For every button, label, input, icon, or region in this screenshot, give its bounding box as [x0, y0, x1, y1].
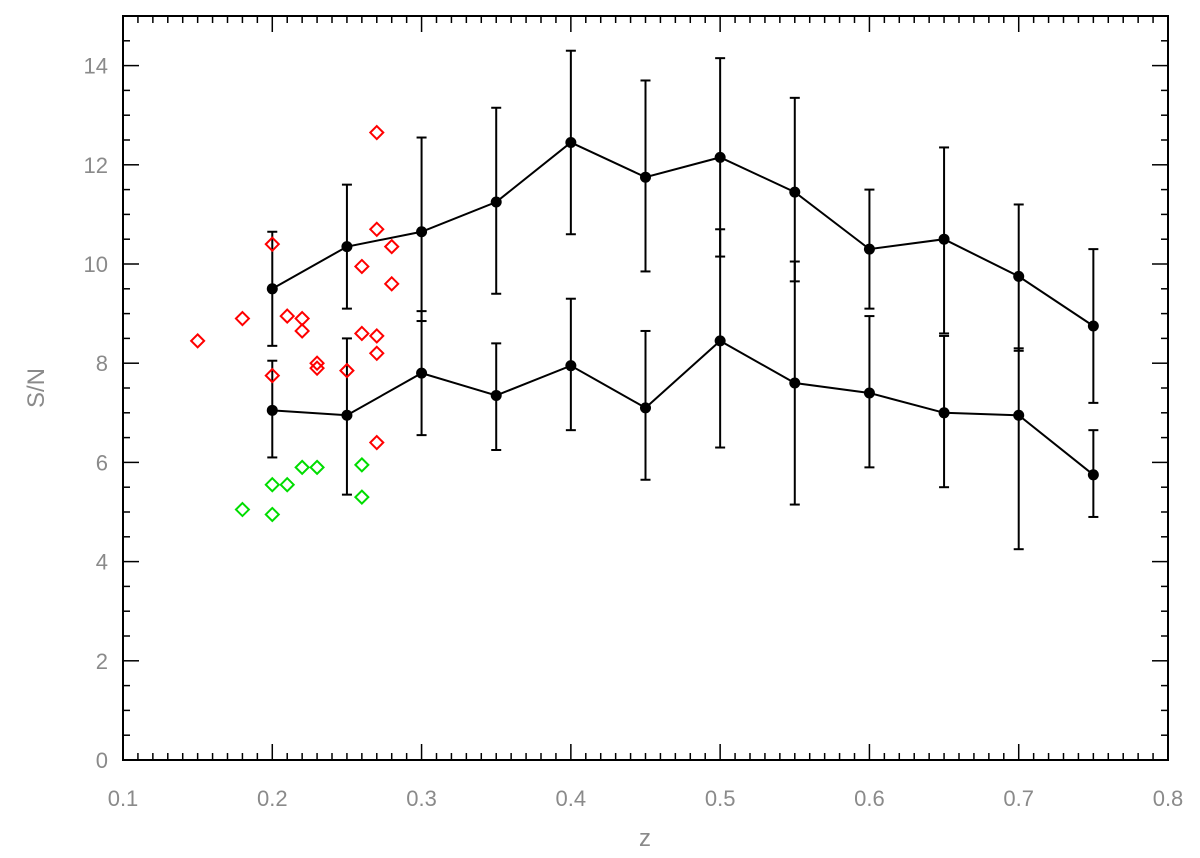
- data-point: [640, 171, 651, 183]
- series-2: [189, 124, 400, 451]
- x-tick-label: 0.1: [108, 786, 139, 811]
- y-tick-label: 4: [96, 550, 108, 575]
- x-tick-label: 0.5: [705, 786, 736, 811]
- diamond-marker: [264, 367, 281, 384]
- diamond-marker: [353, 489, 370, 506]
- data-point: [789, 186, 801, 198]
- diamond-marker: [264, 476, 281, 493]
- series-1: [266, 228, 1099, 551]
- data-point: [863, 243, 875, 255]
- data-point: [565, 360, 577, 372]
- series-0: [266, 49, 1099, 404]
- diamond-marker: [309, 360, 325, 377]
- data-point: [1013, 270, 1025, 282]
- x-tick-label: 0.3: [406, 786, 437, 811]
- data-point: [416, 367, 428, 379]
- diamond-marker: [383, 275, 400, 292]
- data-point: [490, 196, 502, 208]
- data-series: [189, 49, 1099, 551]
- data-point: [565, 136, 577, 148]
- diamond-marker: [309, 459, 325, 476]
- axis-ticks: [122, 15, 1169, 761]
- diamond-marker: [383, 238, 400, 255]
- diamond-marker: [368, 345, 385, 362]
- diamond-marker: [368, 124, 385, 141]
- diamond-marker: [264, 236, 281, 253]
- diamond-marker: [294, 323, 311, 339]
- x-tick-label: 0.7: [1003, 786, 1034, 811]
- data-point: [938, 407, 950, 419]
- x-tick-label: 0.4: [556, 786, 587, 811]
- diamond-marker: [309, 355, 325, 372]
- diamond-marker: [234, 501, 251, 518]
- y-tick-label: 10: [84, 252, 108, 277]
- diamond-marker: [279, 308, 296, 324]
- series-3: [234, 456, 370, 523]
- data-point: [341, 409, 353, 421]
- diamond-marker: [353, 325, 370, 342]
- data-point: [789, 377, 801, 389]
- tick-labels: 0.1 0.2 0.3 0.4 0.5 0.6 0.7 0.8 0 2 4 6 8 10 12 14: [84, 54, 1184, 811]
- diamond-marker: [189, 332, 206, 349]
- series-line: [271, 141, 1094, 327]
- data-point: [938, 233, 950, 245]
- x-axis-title: z: [639, 825, 651, 852]
- data-point: [714, 335, 726, 347]
- diamond-marker: [353, 258, 370, 275]
- diamond-marker: [294, 459, 311, 476]
- data-point: [714, 151, 726, 163]
- diamond-marker: [234, 310, 251, 327]
- data-point: [341, 241, 353, 253]
- x-tick-label: 0.6: [854, 786, 885, 811]
- y-tick-label: 14: [84, 54, 108, 79]
- data-point: [1087, 320, 1099, 332]
- diamond-marker: [353, 456, 370, 473]
- x-tick-label: 0.2: [257, 786, 288, 811]
- y-tick-label: 2: [96, 649, 108, 674]
- diamond-marker: [339, 362, 355, 379]
- diamond-marker: [368, 434, 385, 451]
- x-tick-label: 0.8: [1153, 786, 1184, 811]
- data-point: [640, 402, 651, 414]
- diamond-marker: [279, 476, 296, 493]
- diamond-marker: [368, 221, 385, 238]
- diamond-marker: [264, 506, 281, 523]
- data-point: [490, 389, 502, 401]
- y-axis-title: S/N: [23, 368, 50, 408]
- data-point: [416, 226, 428, 238]
- data-point: [1087, 469, 1099, 481]
- data-point: [266, 404, 278, 416]
- data-point: [1013, 409, 1025, 421]
- data-point: [863, 387, 875, 399]
- diamond-marker: [368, 328, 385, 344]
- data-point: [266, 283, 278, 295]
- series-line: [272, 339, 1094, 476]
- y-tick-label: 12: [84, 153, 108, 178]
- y-tick-label: 0: [96, 748, 108, 773]
- y-tick-label: 6: [96, 450, 108, 475]
- y-tick-label: 8: [96, 351, 108, 376]
